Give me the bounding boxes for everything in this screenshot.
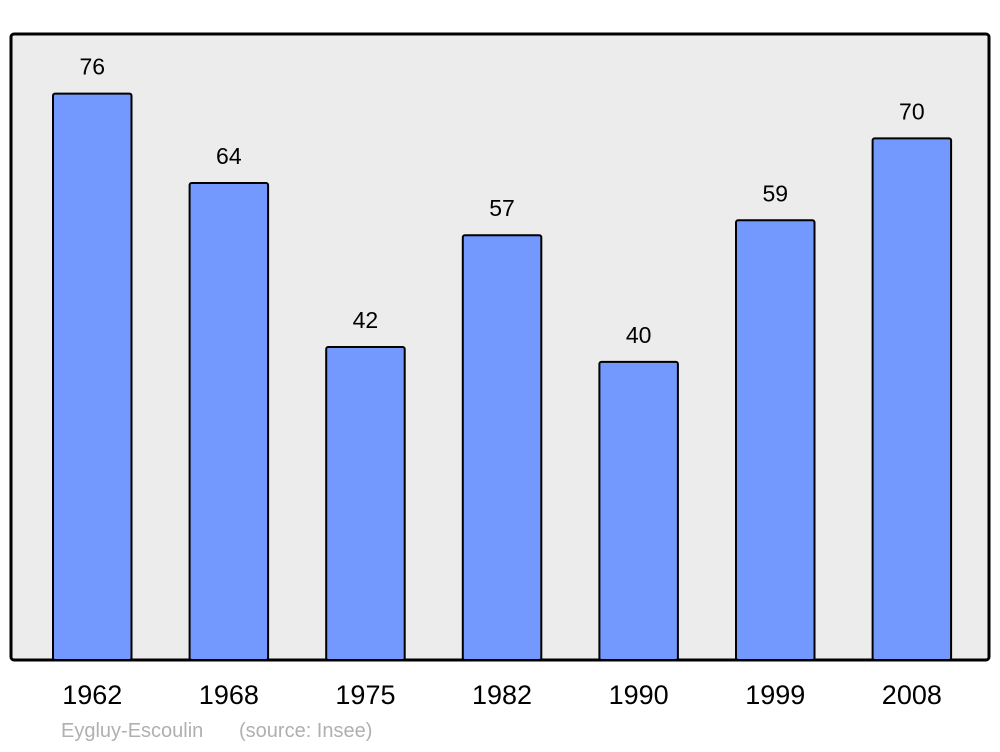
data-label-1968: 64 <box>216 143 242 169</box>
bar-1962 <box>52 92 133 662</box>
data-label-1982: 57 <box>489 195 515 221</box>
caption-place: Eygluy-Escoulin <box>61 720 203 742</box>
x-tick-label-2008: 2008 <box>882 680 942 710</box>
data-label-1999: 59 <box>762 180 788 206</box>
data-label-1962: 76 <box>79 54 105 80</box>
data-label-2008: 70 <box>899 98 925 124</box>
x-tick-label-1982: 1982 <box>472 680 532 710</box>
x-tick-label-1968: 1968 <box>199 680 259 710</box>
bar-2008 <box>871 137 953 662</box>
x-tick-label-1990: 1990 <box>609 680 669 710</box>
caption-source: (source: Insee) <box>239 720 372 742</box>
x-tick-label-1999: 1999 <box>745 680 805 710</box>
bar-1982 <box>461 234 543 661</box>
bar-1968 <box>188 182 270 662</box>
x-tick-label-1962: 1962 <box>62 680 122 710</box>
x-tick-label-1975: 1975 <box>335 680 395 710</box>
bar-1990 <box>598 360 679 661</box>
bar-1999 <box>735 219 816 662</box>
data-label-1975: 42 <box>353 307 379 333</box>
bar-1975 <box>325 346 406 661</box>
data-label-1990: 40 <box>626 322 652 348</box>
